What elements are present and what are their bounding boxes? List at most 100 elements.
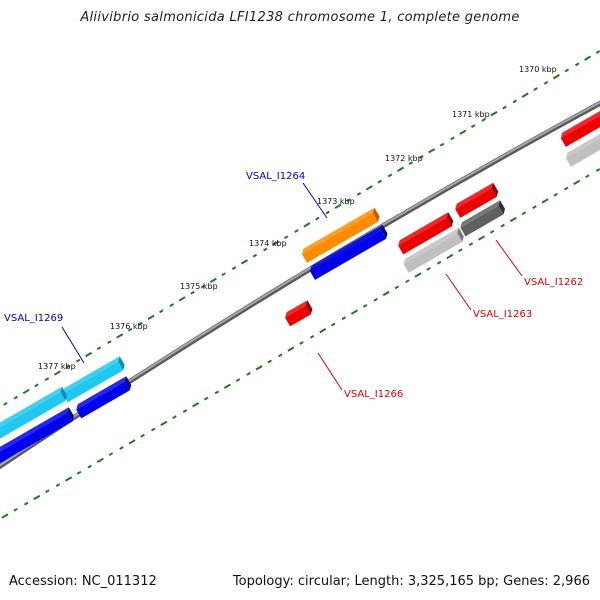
outer-tick-mark (159, 309, 164, 314)
leader-vsal-i1269 (61, 326, 85, 364)
inner-tick-mark (55, 483, 61, 487)
cds-vsal-i1264[interactable] (300, 207, 381, 263)
gene-label-vsal-i1262[interactable]: VSAL_I1262 (524, 277, 583, 288)
inner-tick-mark (235, 378, 241, 382)
leader-vsal-i1266 (317, 352, 343, 391)
inner-tick-mark (65, 476, 73, 482)
inner-tick-mark (446, 253, 454, 260)
cds-red-1372b-top (455, 182, 494, 210)
ruler-label-1372: 1372 kbp (385, 154, 423, 163)
map-title: Aliivibrio salmonicida LFI1238 chromosom… (80, 10, 520, 25)
outer-tick-mark (470, 124, 476, 128)
inner-tick-mark (489, 229, 495, 234)
cds-vsal-i1269-left[interactable] (0, 386, 69, 446)
cds-vsal-i1266-side (305, 300, 313, 315)
cds-red-1370[interactable] (559, 107, 600, 147)
cds-vsal-i1262[interactable] (458, 200, 507, 237)
outer-tick-mark (272, 240, 280, 246)
cds-vsal-i1263-top (403, 227, 459, 265)
ruler-label-1374: 1374 kbp (249, 239, 287, 248)
cds-red-1372a[interactable] (396, 212, 455, 255)
outer-tick-mark (34, 383, 39, 388)
outer-tick-mark (200, 284, 206, 289)
gene-label-vsal-i1264[interactable]: VSAL_I1264 (246, 171, 305, 182)
outer-tick-mark (533, 87, 538, 91)
outer-tick-mark (502, 105, 507, 110)
chromosome-backbone (0, 100, 600, 470)
outer-tick-mark (315, 216, 320, 221)
outer-tick-mark (459, 129, 467, 135)
inner-tick-mark (119, 446, 124, 450)
cds-vsal-i1264-top (301, 207, 375, 255)
outer-tick-mark (450, 136, 455, 141)
outer-tick-mark (564, 68, 570, 73)
outer-tick-mark (439, 142, 445, 147)
outer-tick-mark (418, 155, 424, 159)
cds-blue-1376-face (76, 381, 130, 419)
cds-blue-1377-side (67, 407, 74, 422)
cds-vsal-i1264-face (301, 213, 379, 263)
inner-tick-mark (87, 464, 92, 469)
gene-label-vsal-i1269[interactable]: VSAL_I1269 (4, 313, 63, 324)
cds-red-1370-top (560, 107, 600, 139)
cds-vsal-i1269-right[interactable] (61, 356, 127, 403)
leader-vsal-i1263 (445, 273, 472, 311)
cds-vsal-i1269-left-side (60, 386, 67, 401)
inner-tick-mark (214, 390, 220, 395)
inner-tick-mark (160, 420, 168, 426)
outer-tick-mark (396, 166, 405, 172)
gene-label-vsal-i1263[interactable]: VSAL_I1263 (473, 309, 532, 320)
cds-red-1372a-side (446, 212, 454, 227)
inner-tick-mark (96, 457, 104, 464)
outer-tick-mark (595, 50, 600, 54)
cds-red-1372b[interactable] (453, 182, 500, 218)
cds-vsal-i1263[interactable] (402, 227, 466, 273)
outer-tick-mark (263, 247, 268, 252)
inner-tick-mark (553, 192, 558, 197)
outer-tick-mark (240, 259, 249, 265)
inner-tick-mark (192, 402, 200, 408)
inner-tick-mark (541, 198, 549, 204)
ruler-label-1370: 1370 kbp (519, 65, 557, 74)
outer-tick-mark (190, 290, 195, 295)
outer-tick-mark (22, 388, 30, 395)
outer-tick-mark (169, 303, 175, 307)
cds-vsal-i1262-face (460, 205, 504, 237)
outer-tick-mark (283, 235, 289, 240)
cds-blue-1376[interactable] (74, 376, 133, 419)
inner-tick-mark (128, 439, 136, 445)
outer-tick-mark (138, 321, 143, 326)
inner-tick-mark (151, 427, 156, 432)
outer-tick-mark (65, 364, 71, 369)
inner-tick-mark (595, 168, 600, 172)
outer-tick-mark (178, 296, 186, 302)
ruler-label-1377: 1377 kbp (38, 362, 76, 371)
ruler-labels: 1370 kbp 1371 kbp 1372 kbp 1373 kbp 1374… (38, 65, 557, 371)
outer-tick-mark (574, 62, 580, 67)
cds-vsal-i1263-face (403, 233, 463, 273)
inner-tick-mark (426, 266, 431, 271)
cds-vsal-i1266[interactable] (283, 300, 314, 327)
cds-blue-1374[interactable] (308, 224, 389, 280)
outer-tick-mark (408, 161, 414, 165)
cds-blue-1377[interactable] (0, 407, 76, 468)
leader-vsal-i1262 (495, 239, 523, 277)
inner-tick-mark (76, 470, 82, 475)
inner-tick-mark (319, 328, 327, 334)
inner-tick-mark (468, 242, 474, 247)
outer-tick-mark (356, 192, 362, 196)
outer-tick-mark (490, 111, 498, 117)
cds-vsal-i1269-left-face (0, 392, 66, 446)
outer-tick-mark (552, 74, 560, 80)
cds-blue-1374-face (309, 230, 387, 280)
inner-tick-mark (500, 223, 505, 228)
outer-tick-mark (377, 179, 382, 184)
inner-tick-mark (382, 290, 390, 297)
gene-label-vsal-i1266[interactable]: VSAL_I1266 (344, 389, 403, 400)
outer-tick-mark (428, 148, 436, 154)
inner-tick-mark (521, 211, 527, 216)
outer-tick-mark (3, 401, 8, 406)
outer-tick-mark (53, 370, 61, 376)
cds-gray-1370[interactable] (564, 127, 600, 167)
